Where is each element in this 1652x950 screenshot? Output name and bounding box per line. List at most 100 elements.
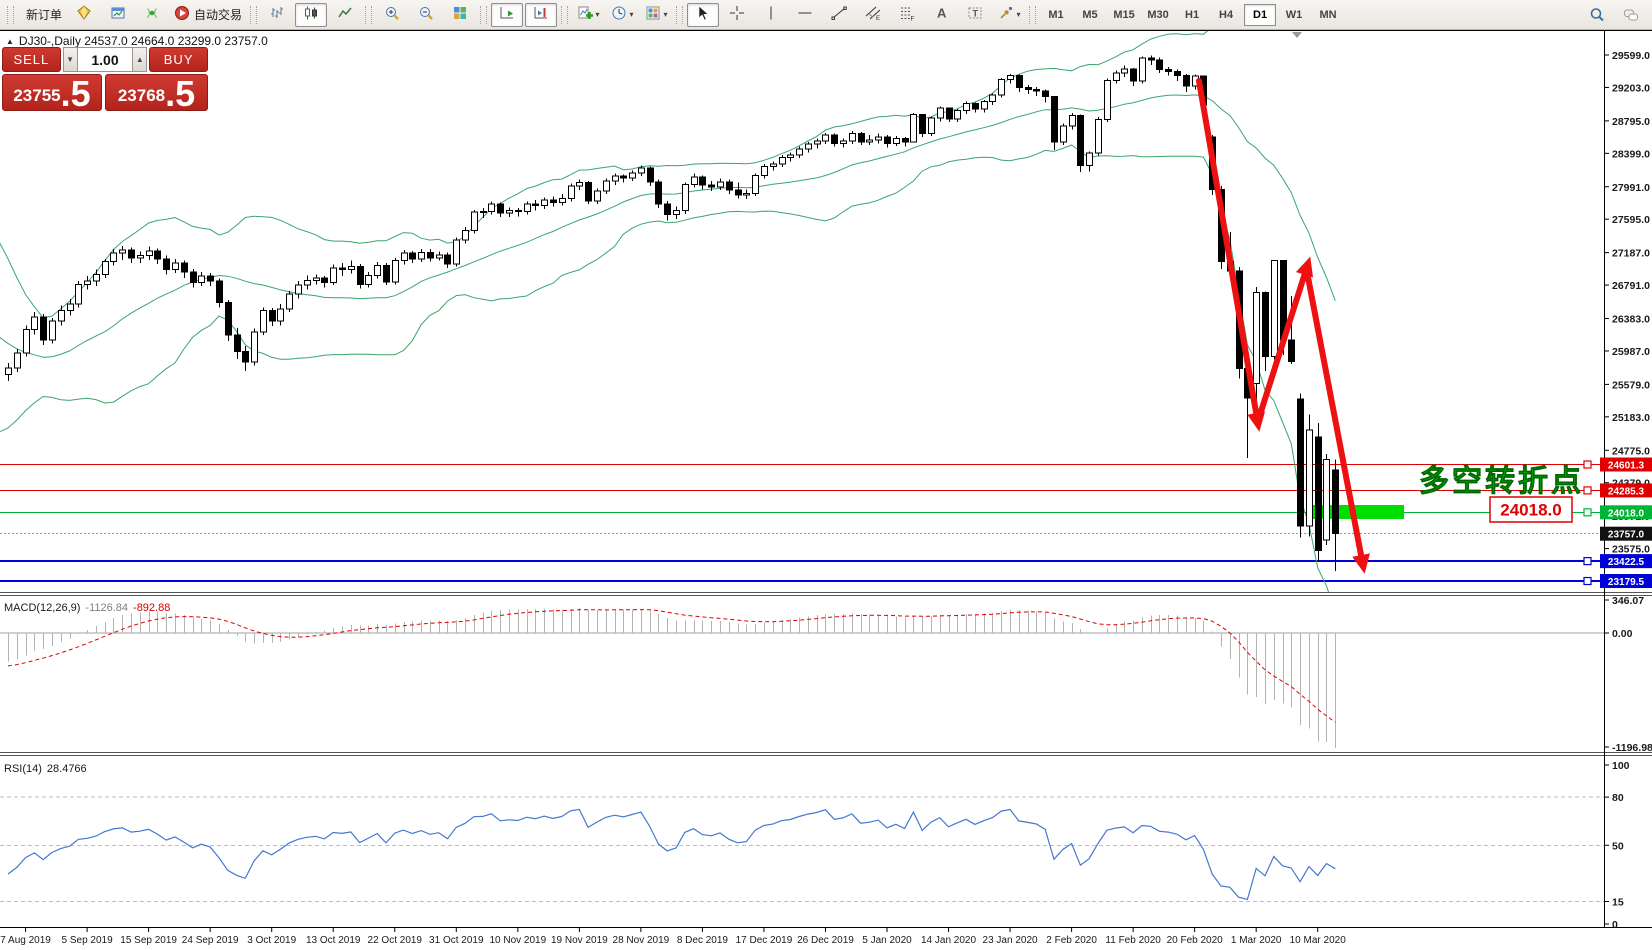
main-toolbar: 新订单 自动交易 ▾ ▾ ▾ E F A T ▾ M1 M5 M15 M30 H1 H4 D1 W1 MN: [0, 0, 1652, 30]
sell-button[interactable]: SELL: [2, 47, 61, 72]
price-tick-label: 28795.0: [1612, 116, 1650, 128]
trendline-icon[interactable]: [823, 3, 855, 27]
horizontal-line-icon: [797, 5, 813, 24]
line-chart-icon[interactable]: [329, 3, 361, 27]
tf-h4[interactable]: H4: [1219, 8, 1234, 21]
new-order-button[interactable]: 新订单: [26, 8, 63, 22]
trend-arrow-3[interactable]: [1304, 269, 1370, 574]
tf-w1[interactable]: W1: [1285, 8, 1303, 21]
line-handle[interactable]: [1583, 486, 1592, 495]
date-label: 7 Aug 2019: [0, 935, 51, 946]
line-handle[interactable]: [1583, 508, 1592, 517]
chart-shift-icon[interactable]: [525, 2, 558, 27]
cursor-icon[interactable]: [687, 2, 720, 27]
chat-icon[interactable]: [1615, 3, 1647, 27]
line-handle[interactable]: [1583, 460, 1592, 469]
periods-icon[interactable]: ▾: [606, 3, 638, 27]
bar-chart-icon[interactable]: [261, 3, 293, 27]
label-icon[interactable]: T: [959, 3, 991, 27]
bar-chart-icon: [269, 5, 285, 24]
dropdown-caret-icon: ▾: [629, 10, 634, 19]
bollinger-lower: [0, 144, 1330, 592]
zoom-out-icon[interactable]: [410, 3, 442, 27]
fibonacci-icon[interactable]: F: [891, 3, 923, 27]
volume-increase-button[interactable]: ▲: [132, 47, 148, 72]
autotrade-button[interactable]: 自动交易: [170, 3, 246, 27]
indicators-icon[interactable]: ▾: [572, 3, 604, 27]
sell-price[interactable]: 23755 .5: [2, 74, 102, 112]
candle-body: [1253, 292, 1260, 384]
macd-pane: [0, 608, 1604, 749]
buy-button[interactable]: BUY: [149, 47, 208, 72]
candle-body: [277, 308, 284, 322]
text-icon: A: [933, 5, 949, 24]
chart-area[interactable]: 多空转折点 24018.0 29599.0 29203.0 28795.0 28399.0…: [0, 30, 1652, 950]
date-label: 8 Dec 2019: [677, 935, 729, 946]
line-handle[interactable]: [1583, 557, 1592, 566]
price-tick-label: 26383.0: [1612, 314, 1650, 326]
candle-body: [743, 192, 750, 196]
horizontal-line-icon[interactable]: [789, 3, 821, 27]
candlestick-icon[interactable]: [295, 2, 328, 27]
turning-point-annotation[interactable]: 多空转折点: [1419, 465, 1584, 499]
tf-d1[interactable]: D1: [1244, 3, 1277, 26]
shapes-icon[interactable]: ▾: [993, 3, 1025, 27]
volume-decrease-button[interactable]: ▼: [62, 47, 78, 72]
tf-m5[interactable]: M5: [1082, 8, 1098, 21]
candle-body: [1086, 152, 1093, 167]
candles-layer: [5, 55, 1339, 572]
candle-body: [682, 183, 689, 212]
crosshair-icon: [729, 5, 745, 24]
macd-indicator-label: MACD(12,26,9) -1126.84 -892.88: [4, 602, 170, 614]
candle-body: [409, 252, 416, 260]
vertical-line-icon[interactable]: [755, 3, 787, 27]
buy-price[interactable]: 23768 .5: [105, 74, 208, 112]
chart-window-icon[interactable]: [102, 3, 134, 27]
candle-body: [664, 203, 671, 216]
zoom-in-icon[interactable]: [376, 3, 408, 27]
text-icon[interactable]: A: [925, 3, 957, 27]
tf-mn[interactable]: MN: [1319, 8, 1337, 21]
signal-icon[interactable]: [136, 3, 168, 27]
cursor-icon: [695, 5, 711, 24]
templates-icon[interactable]: ▾: [640, 3, 672, 27]
trend-arrow-2[interactable]: [1255, 256, 1314, 424]
candle-body: [1315, 436, 1322, 552]
tf-m1[interactable]: M1: [1048, 8, 1064, 21]
tf-m15[interactable]: M15: [1113, 8, 1135, 21]
candle-body: [40, 316, 47, 341]
rsi-name: RSI(14): [4, 763, 42, 775]
line-handle[interactable]: [1583, 576, 1592, 586]
chart-shift-marker[interactable]: [1292, 32, 1302, 38]
ohlc-toggle-icon[interactable]: ▲: [6, 36, 14, 46]
chart-window-icon: [110, 5, 126, 24]
candlestick-icon: [303, 5, 319, 24]
volume-input[interactable]: 1.00: [77, 47, 133, 72]
candle-body: [453, 239, 460, 265]
candle-body: [594, 190, 601, 202]
tile-windows-icon[interactable]: [444, 3, 476, 27]
one-click-trade-panel: SELL ▼ 1.00 ▲ BUY 23755 .5 23768 .5: [2, 47, 208, 112]
price-tick-label: 25987.0: [1612, 346, 1650, 358]
price-line-label-box: [1600, 457, 1652, 472]
zoom-out-icon: [418, 5, 434, 24]
price-callout-box[interactable]: [1489, 496, 1573, 523]
tf-m30[interactable]: M30: [1147, 8, 1169, 21]
candle-body: [1174, 70, 1181, 76]
candle-body: [295, 284, 302, 295]
macd-name: MACD(12,26,9): [4, 602, 81, 614]
rsi-line: [7, 808, 1336, 901]
candle-body: [1148, 57, 1155, 61]
trend-arrow-1[interactable]: [1196, 78, 1266, 432]
candle-body: [902, 137, 909, 143]
channel-icon[interactable]: E: [857, 3, 889, 27]
chart-canvas[interactable]: 多空转折点 24018.0 29599.0 29203.0 28795.0 28399.0…: [0, 30, 1652, 950]
quotes-icon[interactable]: [68, 3, 100, 27]
tf-h1[interactable]: H1: [1185, 8, 1200, 21]
crosshair-icon[interactable]: [721, 3, 753, 27]
candle-body: [67, 303, 74, 312]
candle-body: [691, 176, 698, 185]
search-icon[interactable]: [1581, 3, 1613, 27]
auto-scroll-icon[interactable]: [491, 2, 524, 27]
candle-body: [532, 203, 539, 207]
